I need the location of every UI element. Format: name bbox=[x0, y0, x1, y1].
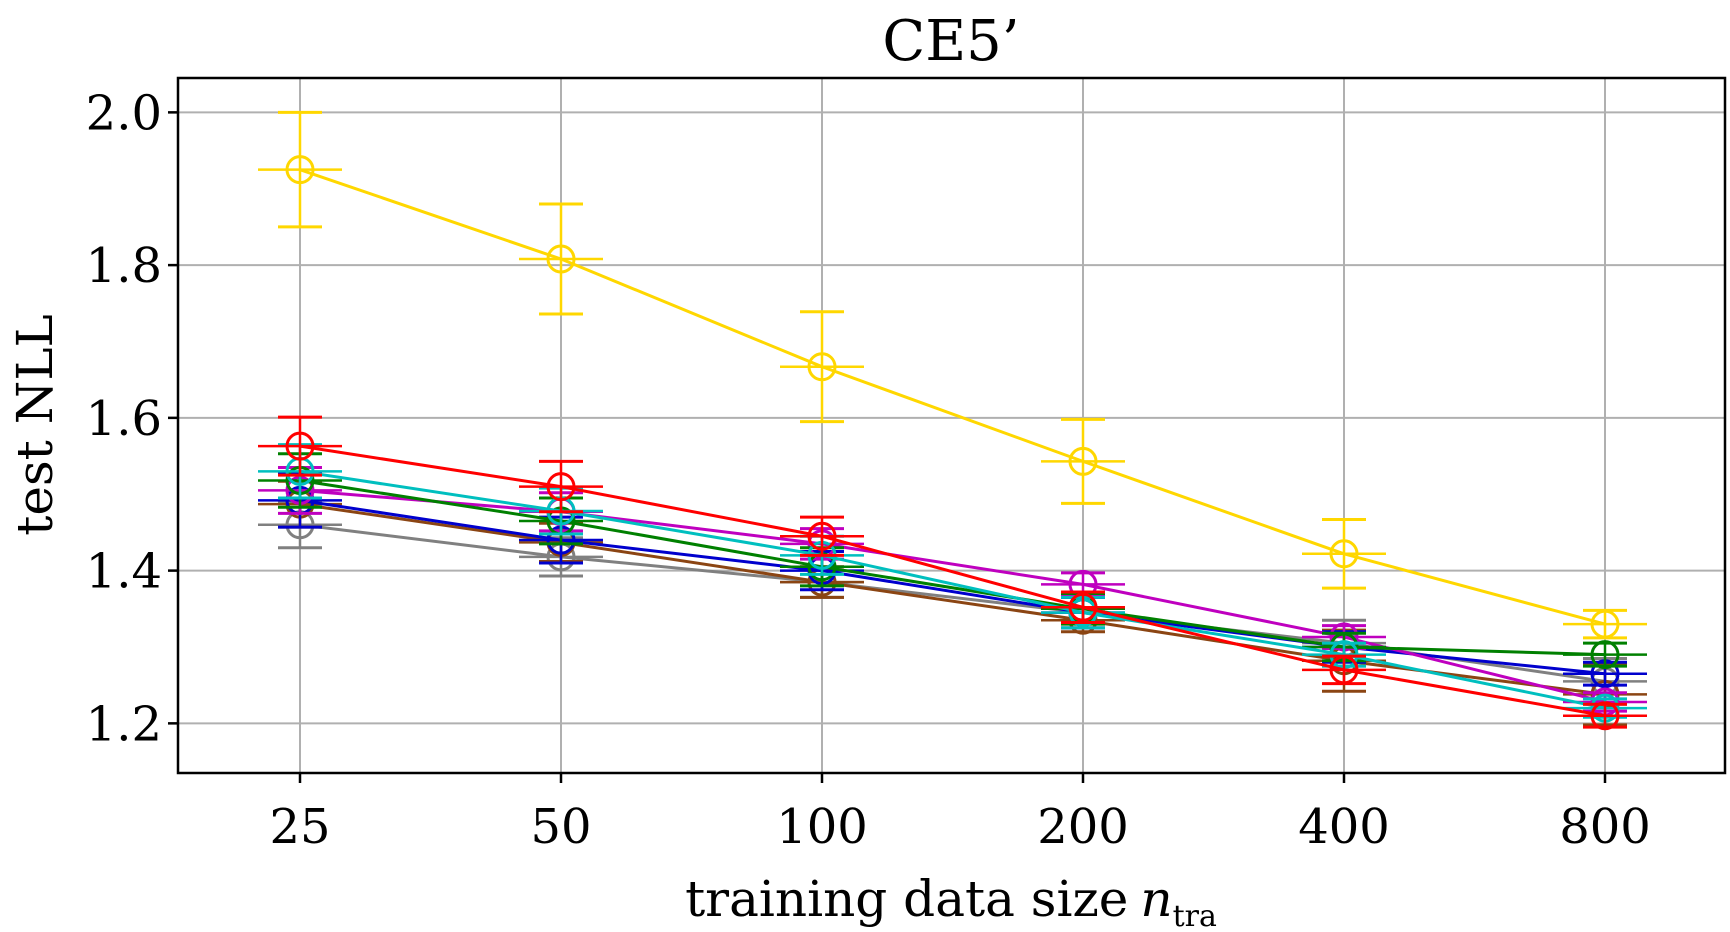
chart-title: CE5’ bbox=[882, 9, 1019, 74]
marker-yellow bbox=[1590, 609, 1620, 639]
series-cyan bbox=[258, 443, 1647, 723]
marker-red bbox=[1590, 701, 1620, 731]
x-tick-label: 400 bbox=[1298, 799, 1390, 855]
x-tick-label: 200 bbox=[1037, 799, 1129, 855]
grid bbox=[178, 78, 1725, 773]
ticks: 25 50 100 200 400 800 1.2 1.4 1.6 1.8 2.0 bbox=[86, 85, 1651, 855]
marker-yellow bbox=[1329, 539, 1359, 569]
marker-red bbox=[285, 431, 315, 461]
line-yellow bbox=[299, 168, 1606, 626]
y-tick-label: 2.0 bbox=[86, 85, 162, 141]
series-layer bbox=[258, 110, 1647, 731]
line-gray bbox=[299, 523, 1606, 683]
series-yellow bbox=[258, 110, 1647, 640]
marker-green bbox=[1590, 640, 1620, 670]
line-blue bbox=[299, 498, 1606, 676]
line-cyan bbox=[299, 469, 1606, 710]
marker-red bbox=[1068, 592, 1098, 622]
y-tick-label: 1.6 bbox=[86, 391, 162, 447]
y-tick-label: 1.2 bbox=[86, 696, 162, 752]
x-tick-label: 25 bbox=[269, 799, 330, 855]
series-green bbox=[258, 452, 1647, 670]
marker-yellow bbox=[546, 244, 576, 274]
x-tick-label: 100 bbox=[776, 799, 868, 855]
line-red bbox=[299, 444, 1606, 718]
line-green bbox=[299, 479, 1606, 657]
plot-frame bbox=[176, 76, 1727, 775]
marker-yellow bbox=[285, 155, 315, 185]
y-axis-label: test NLL bbox=[6, 314, 64, 535]
x-axis-label: training data size ntra bbox=[685, 870, 1217, 932]
marker-red bbox=[1329, 655, 1359, 685]
marker-red bbox=[807, 521, 837, 551]
y-tick-label: 1.4 bbox=[86, 544, 162, 600]
marker-yellow bbox=[807, 352, 837, 382]
series-red bbox=[258, 415, 1647, 731]
x-axis-label-var: n bbox=[1140, 870, 1172, 928]
marker-yellow bbox=[1068, 446, 1098, 476]
line-brown bbox=[299, 502, 1606, 696]
marker-red bbox=[546, 472, 576, 502]
x-tick-label: 50 bbox=[530, 799, 591, 855]
series-brown bbox=[258, 479, 1647, 727]
x-axis-label-sub: tra bbox=[1173, 899, 1217, 932]
y-tick-label: 1.8 bbox=[86, 238, 162, 294]
x-tick-label: 800 bbox=[1559, 799, 1651, 855]
x-axis-label-text: training data size bbox=[685, 870, 1128, 928]
